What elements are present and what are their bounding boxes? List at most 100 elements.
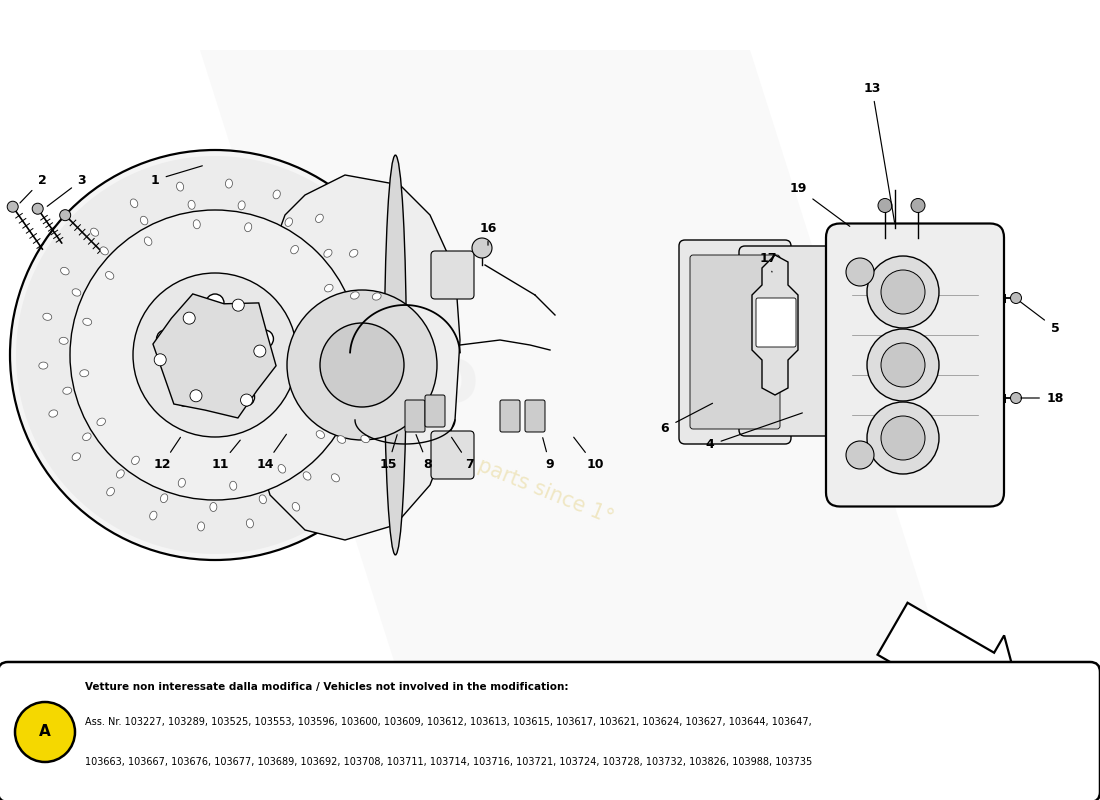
Text: 11: 11 <box>211 440 240 471</box>
Text: 14: 14 <box>256 434 286 471</box>
Circle shape <box>320 323 404 407</box>
FancyBboxPatch shape <box>739 246 836 436</box>
FancyBboxPatch shape <box>525 400 544 432</box>
FancyBboxPatch shape <box>431 431 474 479</box>
Ellipse shape <box>82 318 91 326</box>
Ellipse shape <box>97 418 106 426</box>
FancyBboxPatch shape <box>405 400 425 432</box>
Text: Ass. Nr. 103227, 103289, 103525, 103553, 103596, 103600, 103609, 103612, 103613,: Ass. Nr. 103227, 103289, 103525, 103553,… <box>85 717 812 727</box>
Ellipse shape <box>260 495 266 504</box>
Ellipse shape <box>226 179 232 188</box>
Text: 18: 18 <box>1021 391 1064 405</box>
Circle shape <box>867 256 939 328</box>
Ellipse shape <box>246 519 253 528</box>
Circle shape <box>206 294 224 312</box>
Text: A: A <box>40 725 51 739</box>
Circle shape <box>236 388 254 406</box>
Ellipse shape <box>150 511 157 520</box>
FancyBboxPatch shape <box>679 240 791 444</box>
Circle shape <box>154 354 166 366</box>
Ellipse shape <box>90 228 99 236</box>
Text: 8: 8 <box>416 434 432 471</box>
Text: 1: 1 <box>151 166 202 186</box>
Circle shape <box>287 290 437 440</box>
Text: 17: 17 <box>759 251 777 272</box>
Polygon shape <box>200 50 950 680</box>
Circle shape <box>911 198 925 213</box>
FancyBboxPatch shape <box>756 298 796 347</box>
Ellipse shape <box>351 292 360 299</box>
Text: a passion for parts since 1°: a passion for parts since 1° <box>344 402 616 528</box>
Circle shape <box>867 329 939 401</box>
FancyBboxPatch shape <box>500 400 520 432</box>
Ellipse shape <box>48 410 57 417</box>
Ellipse shape <box>324 284 333 292</box>
Ellipse shape <box>293 502 299 511</box>
Ellipse shape <box>323 250 332 258</box>
Ellipse shape <box>194 220 200 229</box>
Circle shape <box>867 402 939 474</box>
Circle shape <box>1011 293 1022 303</box>
Polygon shape <box>878 602 1022 722</box>
Ellipse shape <box>304 472 311 480</box>
Text: euro: euro <box>280 342 480 418</box>
Ellipse shape <box>73 289 80 296</box>
Circle shape <box>32 203 43 214</box>
Circle shape <box>192 333 236 377</box>
Circle shape <box>8 202 19 212</box>
Ellipse shape <box>188 200 195 210</box>
Ellipse shape <box>316 214 323 222</box>
Circle shape <box>16 156 414 554</box>
Ellipse shape <box>230 482 236 490</box>
Text: 16: 16 <box>480 222 497 246</box>
FancyBboxPatch shape <box>425 395 446 427</box>
FancyBboxPatch shape <box>826 223 1004 506</box>
Ellipse shape <box>106 271 113 279</box>
Circle shape <box>881 343 925 387</box>
Ellipse shape <box>117 470 124 478</box>
Ellipse shape <box>60 267 69 275</box>
Circle shape <box>878 198 892 213</box>
Text: 13: 13 <box>864 82 894 222</box>
FancyBboxPatch shape <box>690 255 780 429</box>
Ellipse shape <box>82 433 91 441</box>
Circle shape <box>472 238 492 258</box>
Circle shape <box>133 273 297 437</box>
Ellipse shape <box>59 338 68 344</box>
Circle shape <box>881 416 925 460</box>
Ellipse shape <box>372 293 381 300</box>
Circle shape <box>241 394 253 406</box>
Ellipse shape <box>339 385 348 392</box>
Circle shape <box>846 258 874 286</box>
Ellipse shape <box>107 487 114 496</box>
Ellipse shape <box>273 190 280 199</box>
Ellipse shape <box>361 435 370 442</box>
Ellipse shape <box>337 436 345 443</box>
Text: 10: 10 <box>574 438 604 471</box>
Polygon shape <box>252 175 460 540</box>
Ellipse shape <box>141 216 147 225</box>
Ellipse shape <box>63 387 72 394</box>
Circle shape <box>881 270 925 314</box>
Ellipse shape <box>73 453 80 461</box>
Text: 4: 4 <box>705 413 802 451</box>
Ellipse shape <box>244 222 252 232</box>
Ellipse shape <box>378 390 387 397</box>
FancyBboxPatch shape <box>431 251 474 299</box>
Ellipse shape <box>238 201 245 210</box>
Circle shape <box>156 330 175 348</box>
Polygon shape <box>752 255 798 395</box>
Circle shape <box>232 299 244 311</box>
Circle shape <box>175 388 194 406</box>
Text: 103663, 103667, 103676, 103677, 103689, 103692, 103708, 103711, 103714, 103716, : 103663, 103667, 103676, 103677, 103689, … <box>85 757 812 767</box>
Text: 12: 12 <box>153 438 180 471</box>
Circle shape <box>59 210 70 221</box>
Text: 6: 6 <box>661 403 713 434</box>
Ellipse shape <box>382 341 392 348</box>
Ellipse shape <box>290 246 298 254</box>
Circle shape <box>70 210 360 500</box>
Ellipse shape <box>210 502 217 511</box>
Ellipse shape <box>331 474 340 482</box>
Circle shape <box>846 441 874 469</box>
Circle shape <box>255 330 274 348</box>
